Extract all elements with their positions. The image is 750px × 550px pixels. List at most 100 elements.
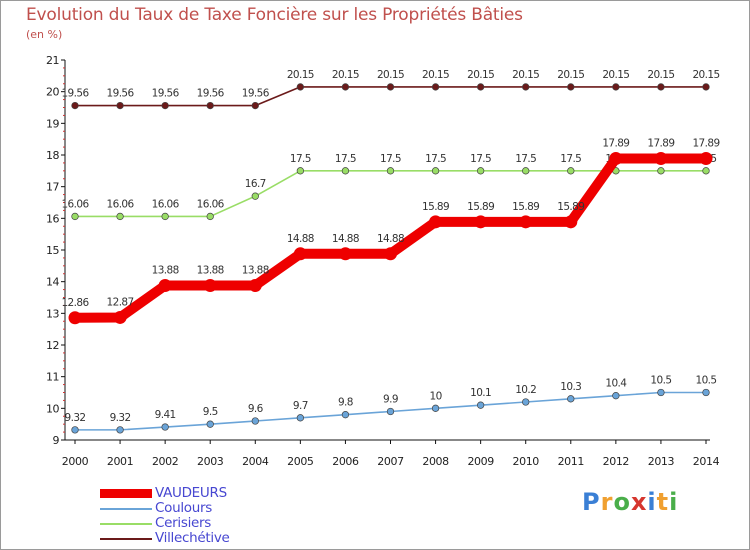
data-point-cerisiers: [296, 167, 305, 175]
data-point-villech-tive: [702, 83, 710, 91]
legend-item-villechetive: Villechétive: [100, 531, 340, 546]
data-point-vaudeurs: [203, 278, 217, 292]
data-point-cerisiers: [522, 167, 530, 175]
data-label-cerisiers: 16.06: [107, 198, 135, 210]
data-label-coulours: 10.4: [605, 378, 627, 390]
data-point-coulours: [251, 417, 259, 425]
data-label-coulours: 10.3: [560, 381, 581, 393]
x-tick-label: 2000: [62, 455, 89, 468]
y-tick-label: 21: [46, 54, 59, 67]
data-point-cerisiers: [386, 167, 395, 175]
data-point-coulours: [612, 392, 620, 400]
data-label-villech-tive: 20.15: [377, 69, 404, 81]
data-point-coulours: [431, 404, 440, 412]
data-point-villech-tive: [476, 83, 485, 91]
data-label-vaudeurs: 12.87: [107, 296, 134, 308]
data-label-vaudeurs: 14.88: [332, 233, 359, 245]
chart-title: Evolution du Taux de Taxe Foncière sur l…: [26, 5, 523, 25]
data-label-coulours: 9.6: [248, 403, 264, 415]
data-point-cerisiers: [657, 167, 665, 175]
data-label-villech-tive: 20.15: [287, 69, 314, 81]
data-point-villech-tive: [296, 83, 305, 91]
data-point-villech-tive: [161, 101, 169, 110]
data-point-coulours: [161, 423, 169, 431]
data-point-villech-tive: [612, 83, 620, 91]
data-point-coulours: [71, 426, 79, 434]
data-label-coulours: 10.1: [470, 387, 491, 399]
legend-label-vaudeurs: VAUDEURS: [155, 485, 227, 501]
legend-label-cerisiers: Cerisiers: [155, 515, 212, 531]
data-point-coulours: [206, 420, 214, 428]
logo-letter: i: [647, 488, 657, 516]
data-point-vaudeurs: [429, 215, 443, 229]
data-point-vaudeurs: [564, 215, 578, 229]
y-tick-label: 11: [46, 371, 59, 384]
data-point-coulours: [116, 426, 124, 434]
y-tick-label: 19: [46, 117, 59, 130]
data-point-vaudeurs: [384, 247, 397, 261]
data-label-villech-tive: 20.15: [332, 69, 359, 81]
data-point-coulours: [702, 388, 710, 397]
legend: VAUDEURS Coulours Cerisiers Villechétive: [100, 486, 340, 546]
data-label-cerisiers: 17.5: [515, 153, 536, 165]
x-tick-label: 2013: [648, 455, 675, 468]
logo-letter: r: [600, 488, 614, 516]
x-tick-label: 2008: [422, 455, 449, 468]
data-point-cerisiers: [431, 167, 440, 175]
data-label-coulours: 9.5: [203, 406, 218, 418]
data-point-villech-tive: [206, 101, 214, 110]
data-label-cerisiers: 17.5: [290, 153, 311, 165]
data-label-vaudeurs: 14.88: [287, 233, 314, 245]
data-label-vaudeurs: 15.89: [557, 201, 584, 213]
data-label-coulours: 10: [429, 390, 441, 402]
data-point-vaudeurs: [519, 215, 533, 229]
data-point-villech-tive: [341, 83, 350, 91]
data-label-coulours: 10.5: [650, 375, 671, 387]
y-tick-label: 14: [46, 276, 59, 289]
data-label-cerisiers: 16.06: [197, 198, 225, 210]
data-point-coulours: [341, 411, 350, 419]
legend-swatch-villechetive: [100, 538, 152, 540]
data-label-coulours: 9.8: [338, 397, 353, 409]
data-point-vaudeurs: [609, 151, 623, 165]
data-label-vaudeurs: 13.88: [152, 264, 179, 276]
data-point-vaudeurs: [68, 311, 82, 325]
data-label-cerisiers: 16.06: [61, 198, 89, 210]
data-label-vaudeurs: 17.89: [692, 137, 719, 149]
y-tick-label: 10: [46, 402, 59, 415]
y-tick-label: 20: [46, 86, 59, 99]
y-tick-label: 16: [46, 212, 59, 225]
data-label-vaudeurs: 17.89: [647, 137, 674, 149]
x-tick-label: 2012: [603, 455, 629, 468]
data-point-vaudeurs: [654, 151, 668, 165]
logo-letter: P: [582, 488, 601, 516]
data-point-cerisiers: [476, 167, 485, 175]
data-label-vaudeurs: 14.88: [377, 233, 404, 245]
data-label-villech-tive: 20.15: [602, 69, 629, 81]
data-label-villech-tive: 20.15: [422, 69, 449, 81]
x-tick-label: 2009: [467, 455, 494, 468]
data-point-villech-tive: [522, 83, 530, 91]
data-point-vaudeurs: [113, 310, 127, 324]
data-label-coulours: 10.2: [515, 384, 536, 396]
data-label-villech-tive: 20.15: [467, 69, 494, 81]
y-tick-label: 12: [46, 339, 59, 352]
data-point-coulours: [386, 407, 395, 416]
data-point-villech-tive: [71, 101, 79, 110]
x-tick-label: 2002: [152, 455, 178, 468]
legend-item-vaudeurs: VAUDEURS: [100, 486, 340, 501]
data-label-coulours: 9.32: [65, 412, 86, 424]
data-label-cerisiers: 17.5: [425, 153, 446, 165]
data-label-coulours: 9.7: [293, 400, 308, 412]
data-point-cerisiers: [161, 212, 169, 221]
legend-swatch-vaudeurs: [100, 489, 152, 498]
data-label-villech-tive: 19.56: [61, 88, 89, 100]
logo-letter: o: [613, 488, 631, 516]
data-label-villech-tive: 20.15: [557, 69, 584, 81]
data-point-vaudeurs: [293, 247, 307, 261]
data-point-villech-tive: [251, 101, 259, 110]
data-point-vaudeurs: [474, 215, 488, 229]
data-label-villech-tive: 19.56: [107, 88, 135, 100]
